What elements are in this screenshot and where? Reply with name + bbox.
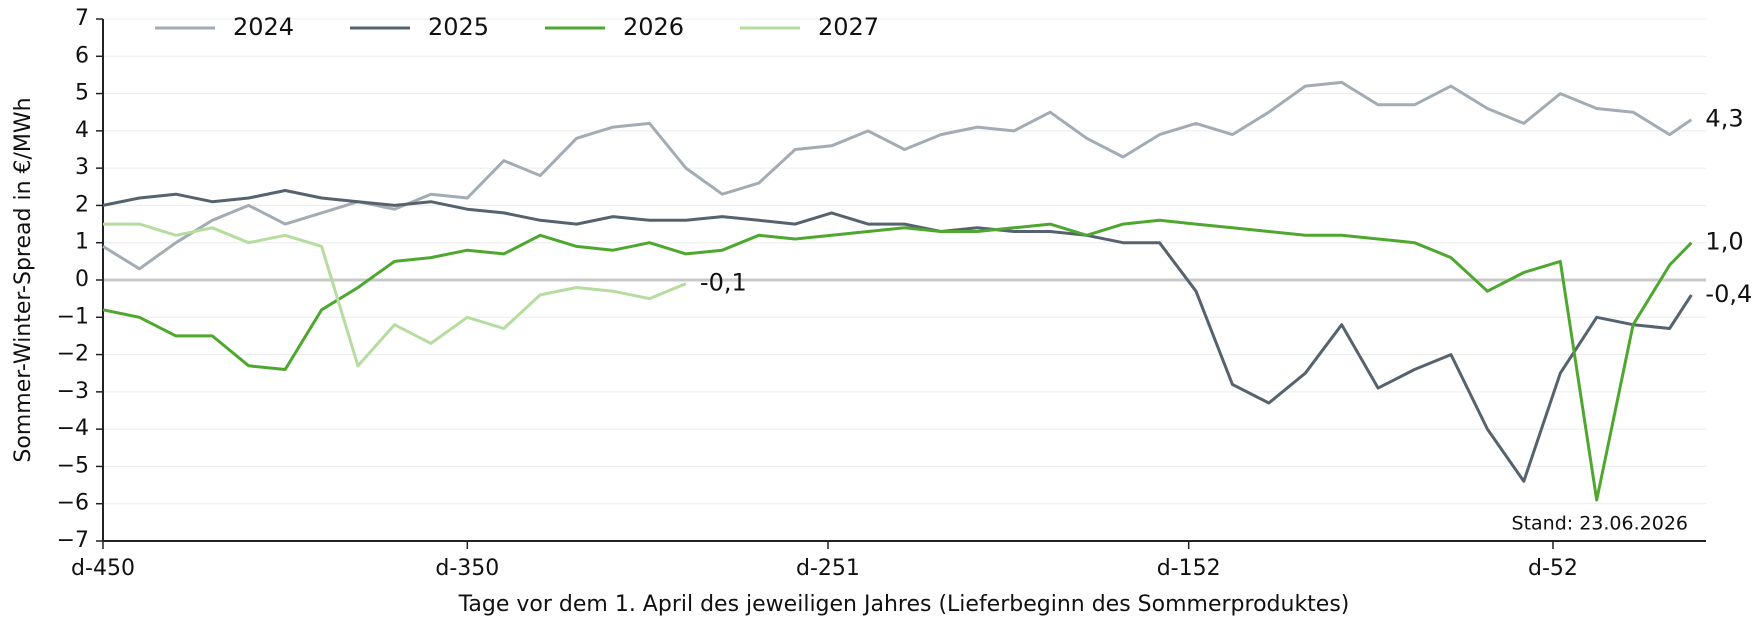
y-tick-label: −4 <box>57 416 89 441</box>
y-axis-label: Sommer-Winter-Spread in €/MWh <box>11 97 36 462</box>
note: Stand: 23.06.2026 <box>1512 513 1688 535</box>
series-line <box>103 222 687 368</box>
end-label: 4,3 <box>1705 105 1743 133</box>
x-tick-label: d-52 <box>1528 556 1578 581</box>
x-tick-label: d-251 <box>796 556 860 581</box>
x-axis-label: Tage vor dem 1. April des jeweiligen Jah… <box>458 592 1350 617</box>
x-tick-label: d-350 <box>435 556 499 581</box>
y-tick-label: 3 <box>75 155 89 180</box>
x-tick-label: d-450 <box>71 556 135 581</box>
legend-label: 2025 <box>428 13 489 41</box>
end-label: -0,1 <box>700 269 747 297</box>
y-tick-label: 5 <box>75 81 89 106</box>
y-tick-label: 4 <box>75 118 89 143</box>
end-label: -0,4 <box>1705 280 1752 308</box>
series-line <box>102 189 1693 483</box>
y-tick-label: 0 <box>75 267 89 292</box>
legend-label: 2027 <box>818 13 879 41</box>
y-tick-label: −2 <box>57 342 89 367</box>
y-tick-label: −5 <box>57 453 89 478</box>
y-tick-label: 2 <box>75 192 89 217</box>
y-tick-label: −7 <box>57 528 89 553</box>
y-tick-label: 6 <box>75 43 89 68</box>
y-tick-label: −6 <box>57 491 89 516</box>
y-tick-label: 7 <box>75 6 89 31</box>
end-label: 1,0 <box>1705 228 1743 256</box>
y-tick-label: −3 <box>57 379 89 404</box>
y-tick-label: −1 <box>57 304 89 329</box>
series-line <box>102 80 1693 271</box>
legend-label: 2026 <box>623 13 684 41</box>
legend-label: 2024 <box>233 13 294 41</box>
x-tick-label: d-152 <box>1157 556 1221 581</box>
series-line <box>102 218 1693 502</box>
y-tick-label: 1 <box>75 230 89 255</box>
